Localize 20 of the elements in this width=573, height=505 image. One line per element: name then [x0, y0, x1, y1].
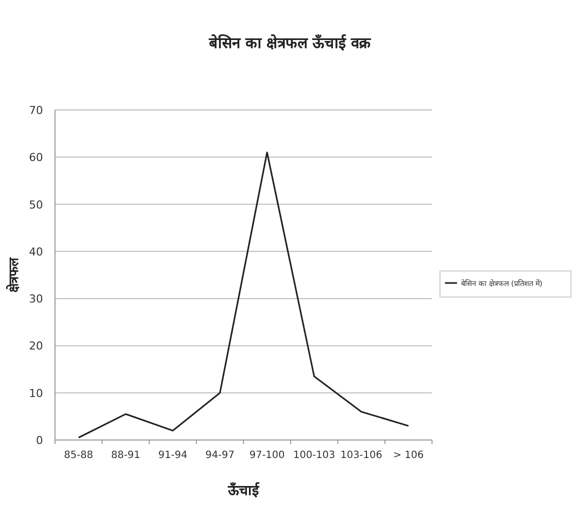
x-tick-label: 91-94	[158, 450, 188, 461]
y-tick-label: 60	[29, 151, 43, 164]
x-tick-label: 88-91	[111, 450, 140, 461]
y-tick-label: 10	[29, 386, 43, 400]
x-tick-label: 100-103	[293, 450, 336, 461]
x-tick-label: 97-100	[249, 450, 285, 461]
chart-title: बेसिन का क्षेत्रफल ऊँचाई वक्र	[208, 34, 372, 52]
y-tick-label: 30	[29, 292, 43, 306]
x-tick-label: 94-97	[205, 450, 234, 461]
y-tick-label: 20	[29, 340, 43, 353]
x-axis-title: ऊँचाई	[227, 482, 260, 499]
y-tick-label: 40	[29, 245, 43, 258]
x-tick-label: > 106	[393, 450, 424, 461]
x-tick-label: 103-106	[340, 450, 382, 461]
y-tick-label: 0	[36, 434, 43, 447]
x-tick-label: 85-88	[64, 450, 94, 461]
y-tick-label: 50	[29, 198, 43, 212]
y-tick-label: 70	[29, 104, 43, 117]
y-axis-title: क्षेत्रफल	[6, 256, 22, 292]
line-series	[78, 152, 410, 438]
